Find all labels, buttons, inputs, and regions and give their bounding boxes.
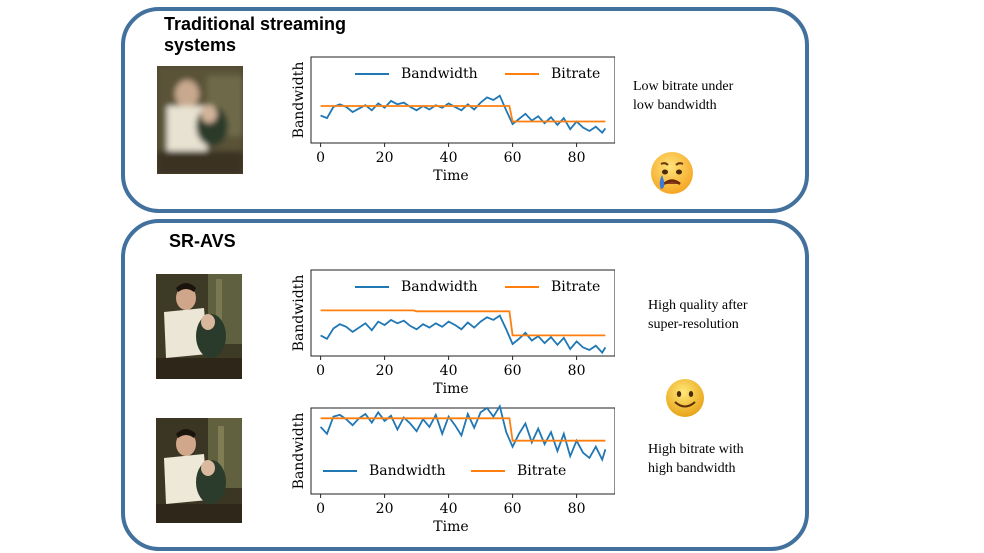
plot-frame: [310, 56, 616, 144]
sravs-panel-title: SR-AVS: [169, 231, 236, 251]
plot-frame: [310, 407, 616, 495]
x-tick-label: 60: [504, 363, 522, 379]
x-tick-label: 20: [376, 150, 394, 166]
high-bandwidth-chart: 0 20 40 60 80 Time Bandwidth Bandwidth Bitrate: [285, 403, 616, 543]
crying-face-icon: [650, 151, 694, 195]
x-tick-label: 0: [316, 501, 325, 517]
y-axis-label: Bandwidth: [291, 413, 307, 490]
x-axis-label: Time: [433, 168, 468, 184]
x-tick-label: 20: [376, 363, 394, 379]
x-tick-label: 60: [504, 501, 522, 517]
x-axis-label: Time: [433, 381, 468, 397]
x-tick-label: 0: [316, 150, 325, 166]
series-line-bitrate: [320, 309, 606, 337]
low-quality-frame-thumbnail: [157, 66, 243, 174]
high-bitrate-frame-thumbnail: [156, 418, 242, 523]
y-axis-label: Bandwidth: [291, 62, 307, 139]
x-tick-label: 80: [568, 363, 586, 379]
legend-label-bandwidth: Bandwidth: [401, 66, 478, 82]
plot-frame: [310, 269, 616, 357]
x-tick-label: 80: [568, 501, 586, 517]
series-line-bitrate: [320, 417, 606, 442]
super-resolution-chart: 0 20 40 60 80 Time Bandwidth Bandwidth Bitrate: [285, 265, 616, 405]
traditional-caption: Low bitrate under low bandwidth: [633, 79, 734, 113]
series-line-bitrate: [320, 105, 606, 123]
x-tick-label: 20: [376, 501, 394, 517]
legend-label-bitrate: Bitrate: [551, 66, 600, 82]
x-tick-label: 60: [504, 150, 522, 166]
legend-label-bitrate: Bitrate: [551, 279, 600, 295]
x-tick-label: 40: [440, 501, 458, 517]
x-tick-label: 40: [440, 363, 458, 379]
series-line-bandwidth: [320, 314, 607, 355]
x-tick-label: 40: [440, 150, 458, 166]
high-bitrate-caption: High bitrate with high bandwidth: [648, 442, 744, 476]
traditional-chart: 0 20 40 60 80 Time Bandwidth Bandwidth Bitrate: [285, 52, 616, 192]
x-axis-label: Time: [433, 519, 468, 535]
y-axis-label: Bandwidth: [291, 275, 307, 352]
x-tick-label: 0: [316, 363, 325, 379]
smiling-face-icon: [665, 378, 705, 418]
super-resolved-frame-thumbnail: [156, 274, 242, 379]
traditional-panel-title: Traditional streaming systems: [164, 14, 347, 55]
legend-label-bitrate: Bitrate: [517, 463, 566, 479]
legend-label-bandwidth: Bandwidth: [401, 279, 478, 295]
legend-label-bandwidth: Bandwidth: [369, 463, 446, 479]
super-resolution-caption: High quality after super-resolution: [648, 298, 748, 332]
x-tick-label: 80: [568, 150, 586, 166]
